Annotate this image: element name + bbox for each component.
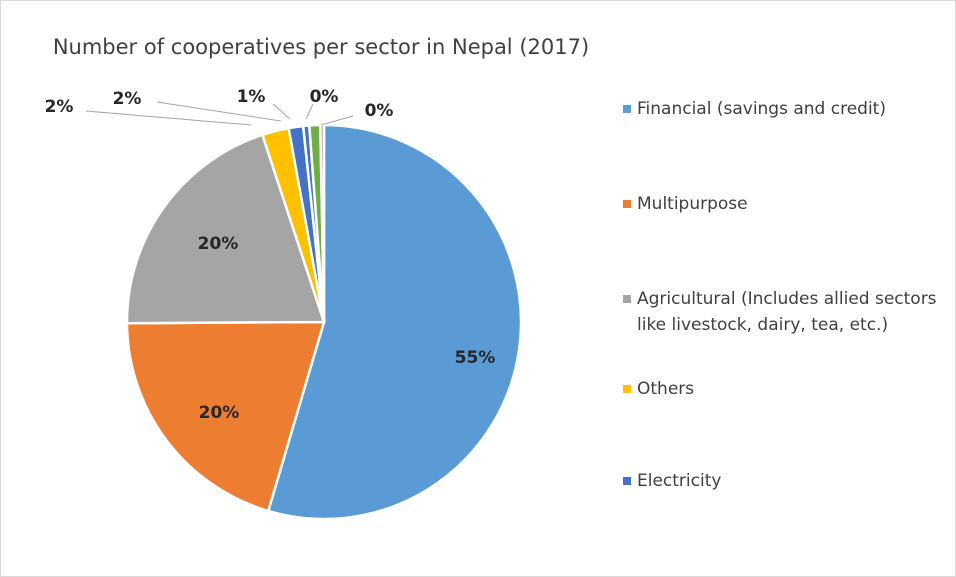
leader-line bbox=[305, 103, 314, 120]
data-label: 20% bbox=[199, 403, 240, 423]
data-label: 55% bbox=[455, 348, 496, 368]
leader-line bbox=[320, 115, 354, 126]
data-label: 1% bbox=[237, 87, 266, 107]
chart-title: Number of cooperatives per sector in Nep… bbox=[52, 35, 590, 59]
data-label: 2% bbox=[45, 97, 74, 117]
pie-slice bbox=[125, 133, 326, 325]
leader-line bbox=[85, 110, 252, 126]
leader-line bbox=[156, 101, 282, 122]
data-label: 0% bbox=[310, 87, 339, 107]
data-label: 20% bbox=[198, 234, 239, 254]
pie-slice bbox=[267, 123, 523, 521]
data-label: 2% bbox=[113, 89, 142, 109]
pie-slice bbox=[125, 320, 326, 513]
leader-line bbox=[272, 103, 291, 120]
data-label: 0% bbox=[365, 101, 394, 121]
